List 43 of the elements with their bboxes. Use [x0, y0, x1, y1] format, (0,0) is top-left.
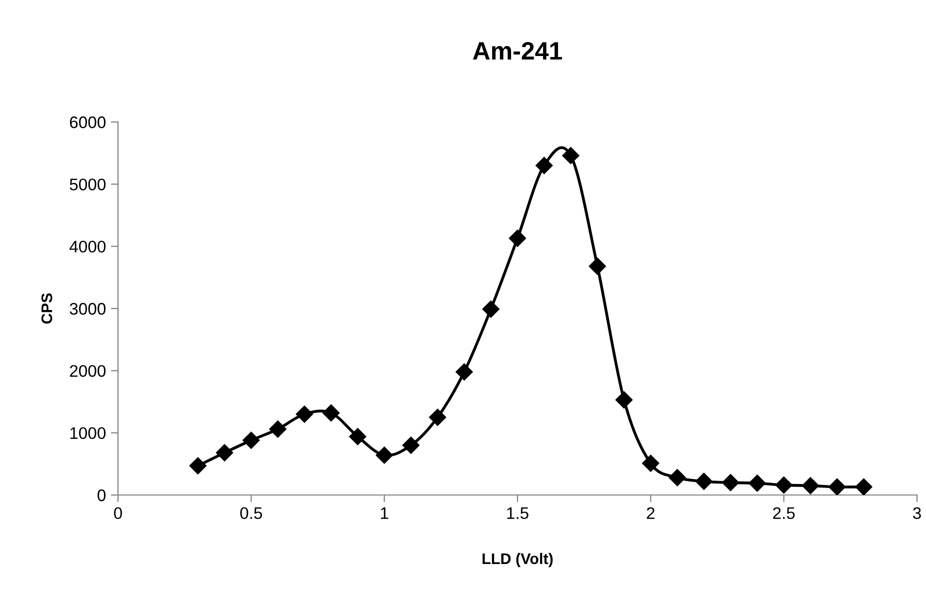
point — [189, 457, 206, 474]
point — [562, 147, 580, 164]
chart-title: Am-241 — [472, 42, 562, 60]
y-axis-title: CPS — [41, 293, 52, 324]
y-tick-label: 2000 — [70, 365, 106, 377]
x-tick-label: 1.5 — [507, 507, 528, 520]
y-tick-label: 6000 — [70, 116, 106, 128]
y-tick-label: 4000 — [70, 240, 106, 253]
y-tick-label: 5000 — [70, 178, 106, 190]
x-axis-title: LLD (Volt) — [482, 552, 553, 568]
point — [349, 428, 366, 446]
point — [588, 258, 606, 275]
x-tick-label: 1 — [380, 507, 388, 519]
point — [748, 474, 766, 492]
point — [296, 406, 313, 423]
point — [482, 300, 500, 318]
point — [615, 391, 633, 408]
point — [802, 477, 820, 494]
x-tick-label: 0 — [114, 507, 122, 520]
point — [508, 230, 526, 247]
point — [456, 363, 473, 380]
x-tick-label: 2 — [646, 507, 654, 519]
point — [855, 478, 872, 495]
point — [536, 156, 553, 174]
point — [402, 436, 420, 454]
point — [722, 474, 740, 492]
y-tick-label: 3000 — [70, 302, 106, 315]
point — [376, 446, 393, 464]
point — [828, 478, 846, 495]
point — [216, 444, 234, 462]
point — [269, 420, 286, 438]
point — [642, 454, 660, 472]
x-tick-label: 0.5 — [240, 507, 262, 520]
y-tick-label: 1000 — [70, 427, 106, 440]
x-tick-label: 3 — [913, 507, 921, 520]
point — [775, 476, 792, 494]
point — [322, 404, 340, 422]
x-tick-label: 2.5 — [773, 507, 795, 520]
point — [668, 469, 686, 486]
point — [429, 408, 446, 426]
point — [695, 472, 712, 490]
y-tick-label: 0 — [98, 489, 106, 502]
point — [242, 432, 260, 449]
